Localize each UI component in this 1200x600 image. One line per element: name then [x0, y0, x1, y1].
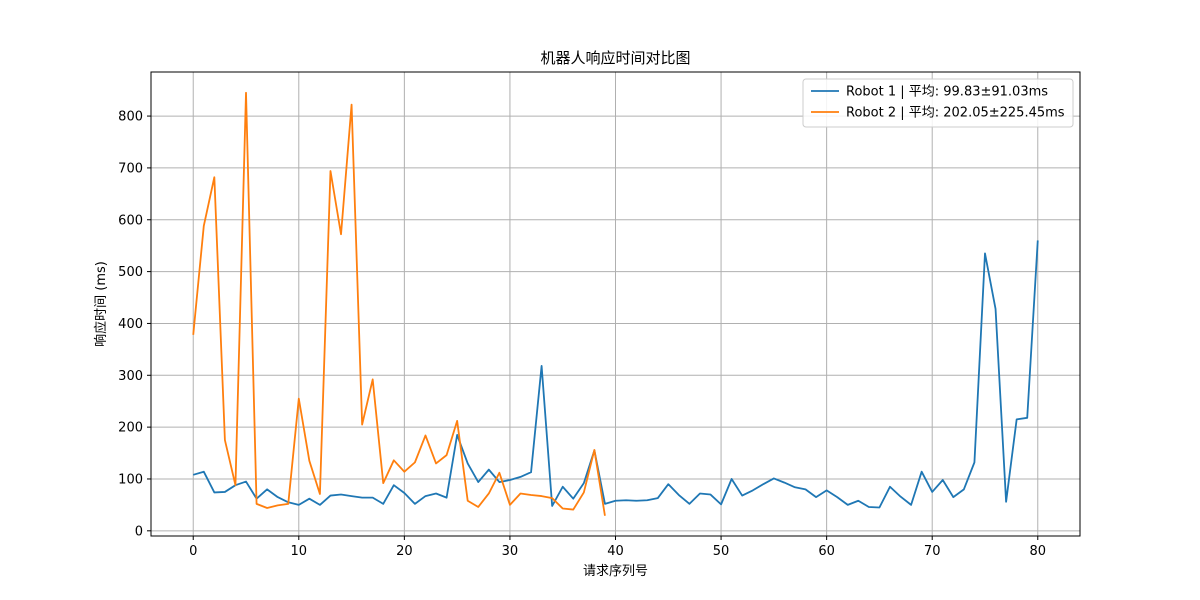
legend: Robot 1 | 平均: 99.83±91.03ms Robot 2 | 平均:… — [802, 78, 1074, 128]
x-tick-label: 60 — [818, 544, 835, 559]
x-tick-label: 80 — [1029, 544, 1046, 559]
legend-entry-label: Robot 2 | 平均: 202.05±225.45ms — [846, 106, 1065, 121]
series-line-robot-1 — [192, 240, 1039, 509]
y-tick-label: 300 — [118, 369, 143, 384]
x-axis-ticks: 0 10 20 30 40 50 60 70 80 — [189, 536, 1046, 559]
series-line-robot-2 — [192, 91, 606, 516]
y-tick-label: 0 — [135, 524, 143, 539]
y-tick-label: 200 — [118, 421, 143, 436]
x-tick-label: 30 — [502, 544, 519, 559]
chart-title: 机器人响应时间对比图 — [540, 49, 690, 67]
x-tick-label: 50 — [713, 544, 730, 559]
y-tick-label: 500 — [118, 265, 143, 280]
y-axis-ticks: 0 100 200 300 400 500 600 700 800 — [118, 110, 151, 539]
y-tick-label: 600 — [118, 213, 143, 228]
y-tick-label: 700 — [118, 161, 143, 176]
y-tick-label: 800 — [118, 110, 143, 125]
series-lines — [192, 91, 1039, 516]
x-tick-label: 10 — [291, 544, 308, 559]
x-tick-label: 70 — [924, 544, 941, 559]
legend-box — [802, 78, 1074, 128]
y-tick-label: 400 — [118, 317, 143, 332]
x-tick-label: 0 — [189, 544, 197, 559]
x-axis-label: 请求序列号 — [583, 564, 648, 579]
legend-entry-label: Robot 1 | 平均: 99.83±91.03ms — [846, 85, 1048, 100]
x-tick-label: 20 — [396, 544, 413, 559]
x-tick-label: 40 — [607, 544, 624, 559]
grid-lines — [151, 72, 1080, 536]
y-tick-label: 100 — [118, 472, 143, 487]
y-axis-label: 响应时间 (ms) — [93, 261, 109, 347]
